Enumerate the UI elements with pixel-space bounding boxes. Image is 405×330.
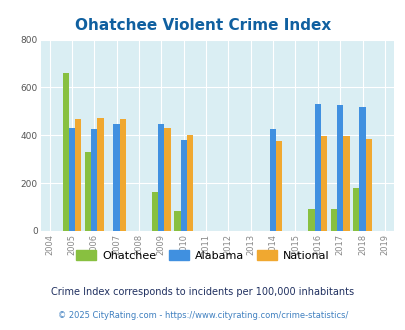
Bar xyxy=(113,124,119,231)
Bar xyxy=(119,119,126,231)
Bar xyxy=(330,210,336,231)
Bar xyxy=(186,135,193,231)
Text: © 2025 CityRating.com - https://www.cityrating.com/crime-statistics/: © 2025 CityRating.com - https://www.city… xyxy=(58,311,347,320)
Bar xyxy=(85,152,91,231)
Bar xyxy=(68,128,75,231)
Bar xyxy=(174,211,180,231)
Bar xyxy=(75,119,81,231)
Bar xyxy=(91,129,97,231)
Bar xyxy=(164,128,170,231)
Legend: Ohatchee, Alabama, National: Ohatchee, Alabama, National xyxy=(73,247,332,264)
Bar xyxy=(269,129,275,231)
Bar xyxy=(275,141,282,231)
Text: Ohatchee Violent Crime Index: Ohatchee Violent Crime Index xyxy=(75,18,330,33)
Bar xyxy=(62,73,68,231)
Bar xyxy=(320,136,326,231)
Bar xyxy=(336,105,343,231)
Bar xyxy=(343,136,349,231)
Bar xyxy=(151,192,158,231)
Bar xyxy=(308,210,314,231)
Bar xyxy=(314,104,320,231)
Bar xyxy=(352,188,358,231)
Bar xyxy=(365,139,371,231)
Bar xyxy=(97,118,103,231)
Bar xyxy=(180,140,186,231)
Text: Crime Index corresponds to incidents per 100,000 inhabitants: Crime Index corresponds to incidents per… xyxy=(51,287,354,297)
Bar xyxy=(158,124,164,231)
Bar xyxy=(358,107,365,231)
